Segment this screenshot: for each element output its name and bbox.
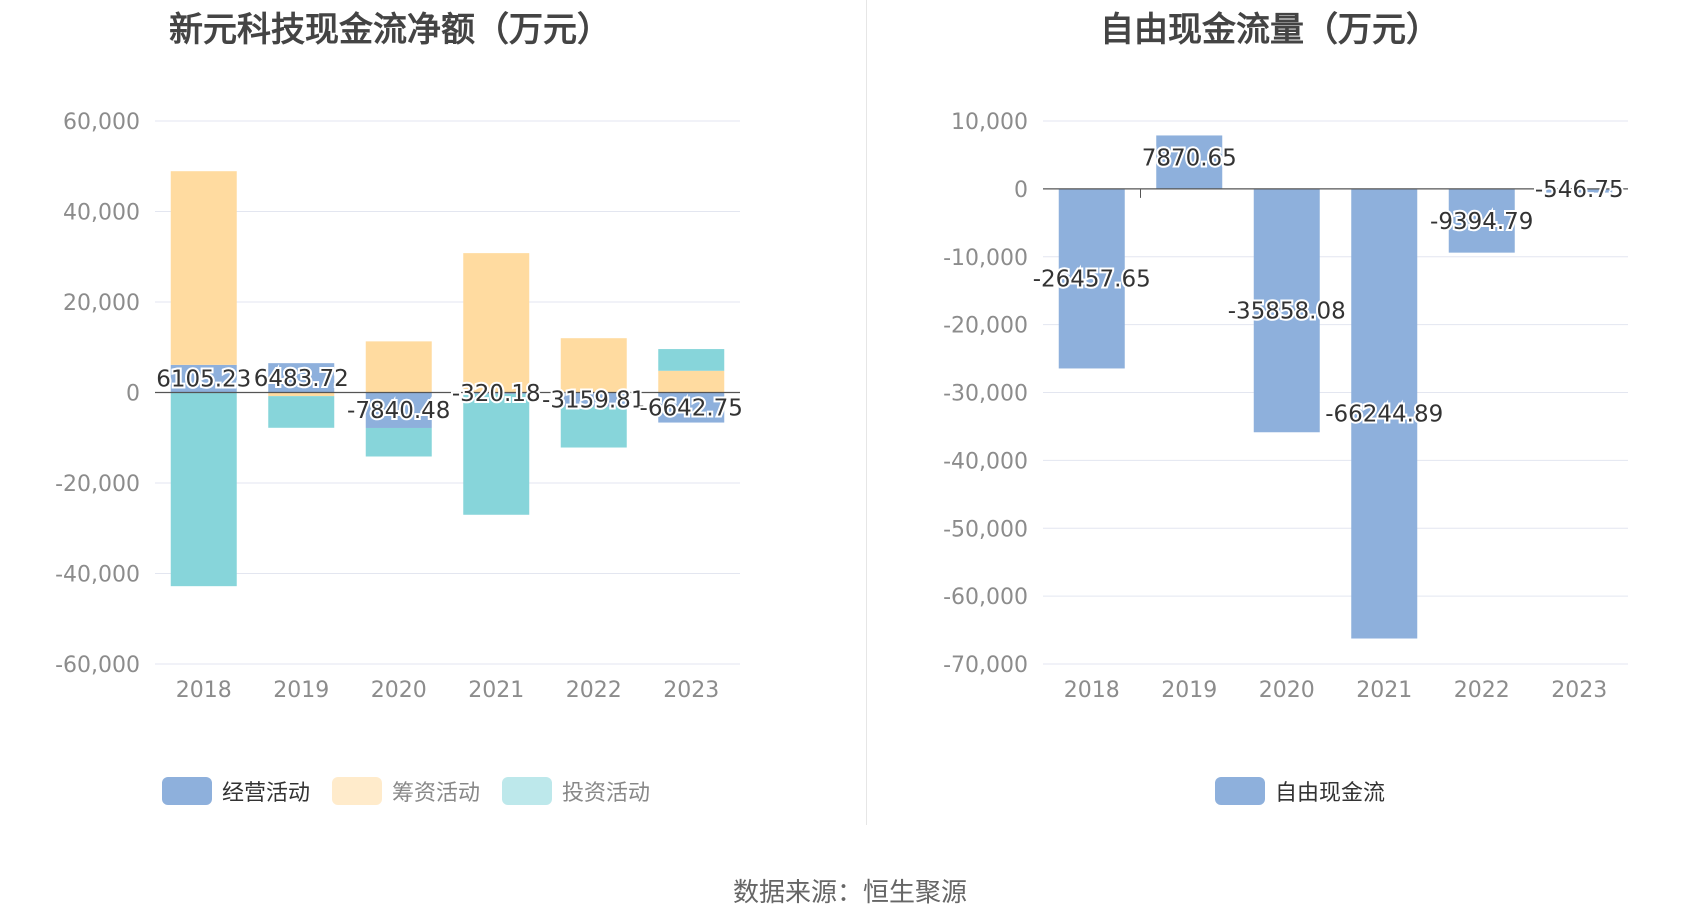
legend-swatch-free-cash-flow xyxy=(1215,777,1265,805)
bar xyxy=(658,392,725,423)
bar xyxy=(463,392,530,394)
data-label: 7870.65 xyxy=(1142,145,1237,171)
right-chart-title: 自由现金流量（万元） xyxy=(1100,10,1440,50)
x-category-label: 2018 xyxy=(176,678,232,703)
data-label: -546.75 xyxy=(1535,177,1624,203)
bar xyxy=(560,392,627,407)
bar xyxy=(1058,188,1125,369)
bar xyxy=(1253,188,1320,433)
x-category-label: 2020 xyxy=(1259,678,1315,703)
y-tick-label: 10,000 xyxy=(951,110,1028,135)
y-tick-label: -20,000 xyxy=(943,314,1028,339)
bar xyxy=(365,392,432,428)
data-label: -35858.08 xyxy=(1228,299,1346,325)
legend-label-free-cash-flow: 自由现金流 xyxy=(1275,781,1386,806)
bar xyxy=(1351,188,1418,639)
y-tick-label: 0 xyxy=(126,382,140,407)
left-chart-title: 新元科技现金流净额（万元） xyxy=(169,10,611,50)
bar xyxy=(1546,188,1613,193)
bar xyxy=(268,396,335,428)
data-label: 6105.23 xyxy=(156,367,251,393)
data-source-note: 数据来源：恒生聚源 xyxy=(732,878,967,908)
bar xyxy=(365,341,432,393)
data-label: -9394.79 xyxy=(1430,209,1533,235)
x-category-label: 2022 xyxy=(1454,678,1510,703)
bar xyxy=(170,392,237,587)
y-tick-label: -50,000 xyxy=(943,517,1028,542)
left-legend: 经营活动 筹资活动 投资活动 xyxy=(162,775,672,807)
bar xyxy=(658,349,725,371)
bar xyxy=(463,393,530,515)
x-category-label: 2021 xyxy=(468,678,524,703)
y-tick-label: 20,000 xyxy=(63,291,140,316)
bar xyxy=(1448,188,1515,253)
x-category-label: 2019 xyxy=(273,678,329,703)
data-label: -6642.75 xyxy=(640,396,743,422)
y-tick-label: 40,000 xyxy=(63,201,140,226)
y-tick-label: 60,000 xyxy=(63,110,140,135)
x-category-label: 2022 xyxy=(566,678,622,703)
data-label: 6483.72 xyxy=(254,366,349,392)
x-category-label: 2021 xyxy=(1356,678,1412,703)
y-tick-label: 0 xyxy=(1014,178,1028,203)
y-tick-label: -30,000 xyxy=(943,382,1028,407)
chart-divider xyxy=(866,0,867,825)
data-label: -3159.81 xyxy=(542,388,645,414)
bar xyxy=(463,253,530,393)
y-tick-label: -60,000 xyxy=(943,585,1028,610)
y-tick-label: -10,000 xyxy=(943,246,1028,271)
bar xyxy=(170,171,237,365)
y-tick-label: -70,000 xyxy=(943,653,1028,678)
x-category-label: 2018 xyxy=(1064,678,1120,703)
bar xyxy=(560,406,627,448)
data-label: -320.18 xyxy=(452,381,541,407)
bar xyxy=(365,427,432,457)
data-label: -66244.89 xyxy=(1325,402,1443,428)
legend-item-operating[interactable]: 经营活动 xyxy=(162,775,310,807)
x-category-label: 2020 xyxy=(371,678,427,703)
y-tick-label: -60,000 xyxy=(55,653,140,678)
bar xyxy=(560,338,627,393)
legend-label-financing: 筹资活动 xyxy=(392,781,481,806)
bar xyxy=(170,364,237,393)
x-category-label: 2023 xyxy=(1551,678,1607,703)
bar xyxy=(268,392,335,397)
data-label: -26457.65 xyxy=(1033,267,1151,293)
legend-label-operating: 经营活动 xyxy=(222,781,311,806)
bar xyxy=(658,370,725,393)
legend-item-financing[interactable]: 筹资活动 xyxy=(332,775,480,807)
legend-swatch-financing xyxy=(332,777,383,805)
legend-swatch-operating xyxy=(162,777,212,805)
x-category-label: 2019 xyxy=(1161,678,1217,703)
y-tick-label: -40,000 xyxy=(55,563,140,588)
legend-item-investing[interactable]: 投资活动 xyxy=(502,775,650,807)
legend-item-free-cash-flow[interactable]: 自由现金流 xyxy=(1215,775,1385,807)
data-label: -7840.48 xyxy=(347,398,450,424)
right-legend: 自由现金流 xyxy=(1215,775,1407,807)
y-tick-label: -20,000 xyxy=(55,472,140,497)
bar xyxy=(268,363,335,393)
bar xyxy=(1156,135,1223,189)
legend-swatch-investing xyxy=(502,777,553,805)
x-category-label: 2023 xyxy=(663,678,719,703)
y-tick-label: -40,000 xyxy=(943,449,1028,474)
legend-label-investing: 投资活动 xyxy=(562,781,651,806)
